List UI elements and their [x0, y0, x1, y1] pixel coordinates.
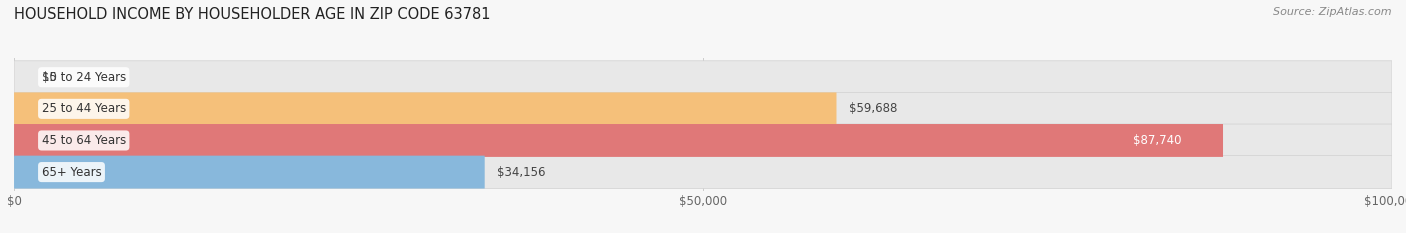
Text: $87,740: $87,740	[1133, 134, 1181, 147]
Text: HOUSEHOLD INCOME BY HOUSEHOLDER AGE IN ZIP CODE 63781: HOUSEHOLD INCOME BY HOUSEHOLDER AGE IN Z…	[14, 7, 491, 22]
FancyBboxPatch shape	[14, 124, 1223, 157]
FancyBboxPatch shape	[14, 156, 485, 188]
FancyBboxPatch shape	[14, 93, 837, 125]
FancyBboxPatch shape	[14, 156, 1392, 188]
Text: $0: $0	[42, 71, 56, 84]
Text: 25 to 44 Years: 25 to 44 Years	[42, 102, 127, 115]
FancyBboxPatch shape	[14, 93, 1392, 125]
FancyBboxPatch shape	[14, 61, 1392, 94]
Text: 65+ Years: 65+ Years	[42, 166, 101, 178]
FancyBboxPatch shape	[14, 124, 1392, 157]
Text: 45 to 64 Years: 45 to 64 Years	[42, 134, 127, 147]
Text: 15 to 24 Years: 15 to 24 Years	[42, 71, 127, 84]
Text: $59,688: $59,688	[849, 102, 897, 115]
Text: Source: ZipAtlas.com: Source: ZipAtlas.com	[1274, 7, 1392, 17]
Text: $34,156: $34,156	[498, 166, 546, 178]
